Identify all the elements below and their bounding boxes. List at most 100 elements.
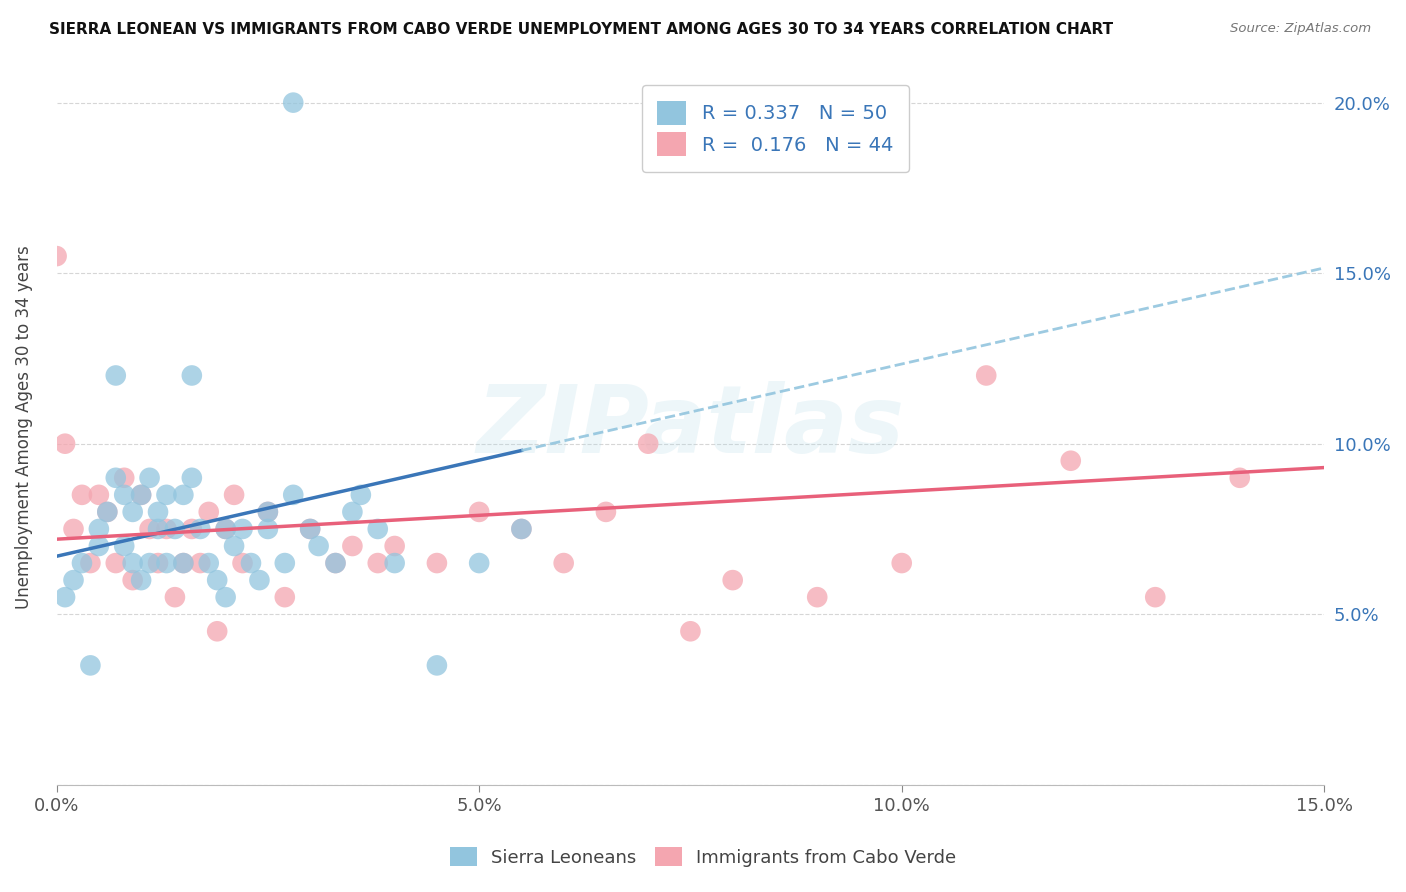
Point [1060,454,1083,468]
Point [138,471,160,485]
Y-axis label: Unemployment Among Ages 30 to 34 years: Unemployment Among Ages 30 to 34 years [15,244,32,608]
Point [232,556,254,570]
Point [62,522,84,536]
Point [257,522,280,536]
Point [510,522,533,536]
Point [721,573,744,587]
Point [45,249,67,263]
Point [172,488,194,502]
Point [384,539,406,553]
Point [205,624,228,639]
Point [70,556,93,570]
Point [679,624,702,639]
Point [974,368,997,383]
Point [299,522,322,536]
Point [342,539,364,553]
Point [350,488,373,502]
Point [222,539,245,553]
Point [104,368,127,383]
Point [188,556,211,570]
Point [426,658,449,673]
Point [367,556,389,570]
Point [1229,471,1251,485]
Point [112,471,135,485]
Point [112,488,135,502]
Point [308,539,330,553]
Point [104,471,127,485]
Point [180,368,202,383]
Point [129,488,152,502]
Point [155,488,177,502]
Point [121,505,143,519]
Point [62,573,84,587]
Point [214,590,236,604]
Point [806,590,828,604]
Point [163,522,186,536]
Point [79,556,101,570]
Point [890,556,912,570]
Point [384,556,406,570]
Point [342,505,364,519]
Point [299,522,322,536]
Text: SIERRA LEONEAN VS IMMIGRANTS FROM CABO VERDE UNEMPLOYMENT AMONG AGES 30 TO 34 YE: SIERRA LEONEAN VS IMMIGRANTS FROM CABO V… [49,22,1114,37]
Point [214,522,236,536]
Point [197,505,219,519]
Point [146,505,169,519]
Point [205,573,228,587]
Text: ZIPatlas: ZIPatlas [477,381,904,473]
Point [637,436,659,450]
Point [222,488,245,502]
Point [172,556,194,570]
Point [129,573,152,587]
Point [155,522,177,536]
Point [180,522,202,536]
Point [146,556,169,570]
Point [129,488,152,502]
Point [240,556,263,570]
Point [249,573,271,587]
Point [274,556,297,570]
Point [325,556,347,570]
Text: Source: ZipAtlas.com: Source: ZipAtlas.com [1230,22,1371,36]
Point [1144,590,1167,604]
Point [595,505,617,519]
Point [112,539,135,553]
Point [197,556,219,570]
Point [257,505,280,519]
Point [172,556,194,570]
Point [510,522,533,536]
Point [79,658,101,673]
Point [121,556,143,570]
Point [283,95,305,110]
Point [53,590,76,604]
Point [138,522,160,536]
Point [104,556,127,570]
Point [70,488,93,502]
Point [163,590,186,604]
Point [87,522,110,536]
Point [155,556,177,570]
Point [426,556,449,570]
Point [468,556,491,570]
Point [53,436,76,450]
Point [188,522,211,536]
Point [121,573,143,587]
Point [232,522,254,536]
Point [274,590,297,604]
Point [146,522,169,536]
Legend: R = 0.337   N = 50, R =  0.176   N = 44: R = 0.337 N = 50, R = 0.176 N = 44 [641,86,908,172]
Point [367,522,389,536]
Point [214,522,236,536]
Point [180,471,202,485]
Point [96,505,118,519]
Point [138,556,160,570]
Point [283,488,305,502]
Point [325,556,347,570]
Point [96,505,118,519]
Legend: Sierra Leoneans, Immigrants from Cabo Verde: Sierra Leoneans, Immigrants from Cabo Ve… [443,840,963,874]
Point [87,488,110,502]
Point [257,505,280,519]
Point [468,505,491,519]
Point [553,556,575,570]
Point [87,539,110,553]
